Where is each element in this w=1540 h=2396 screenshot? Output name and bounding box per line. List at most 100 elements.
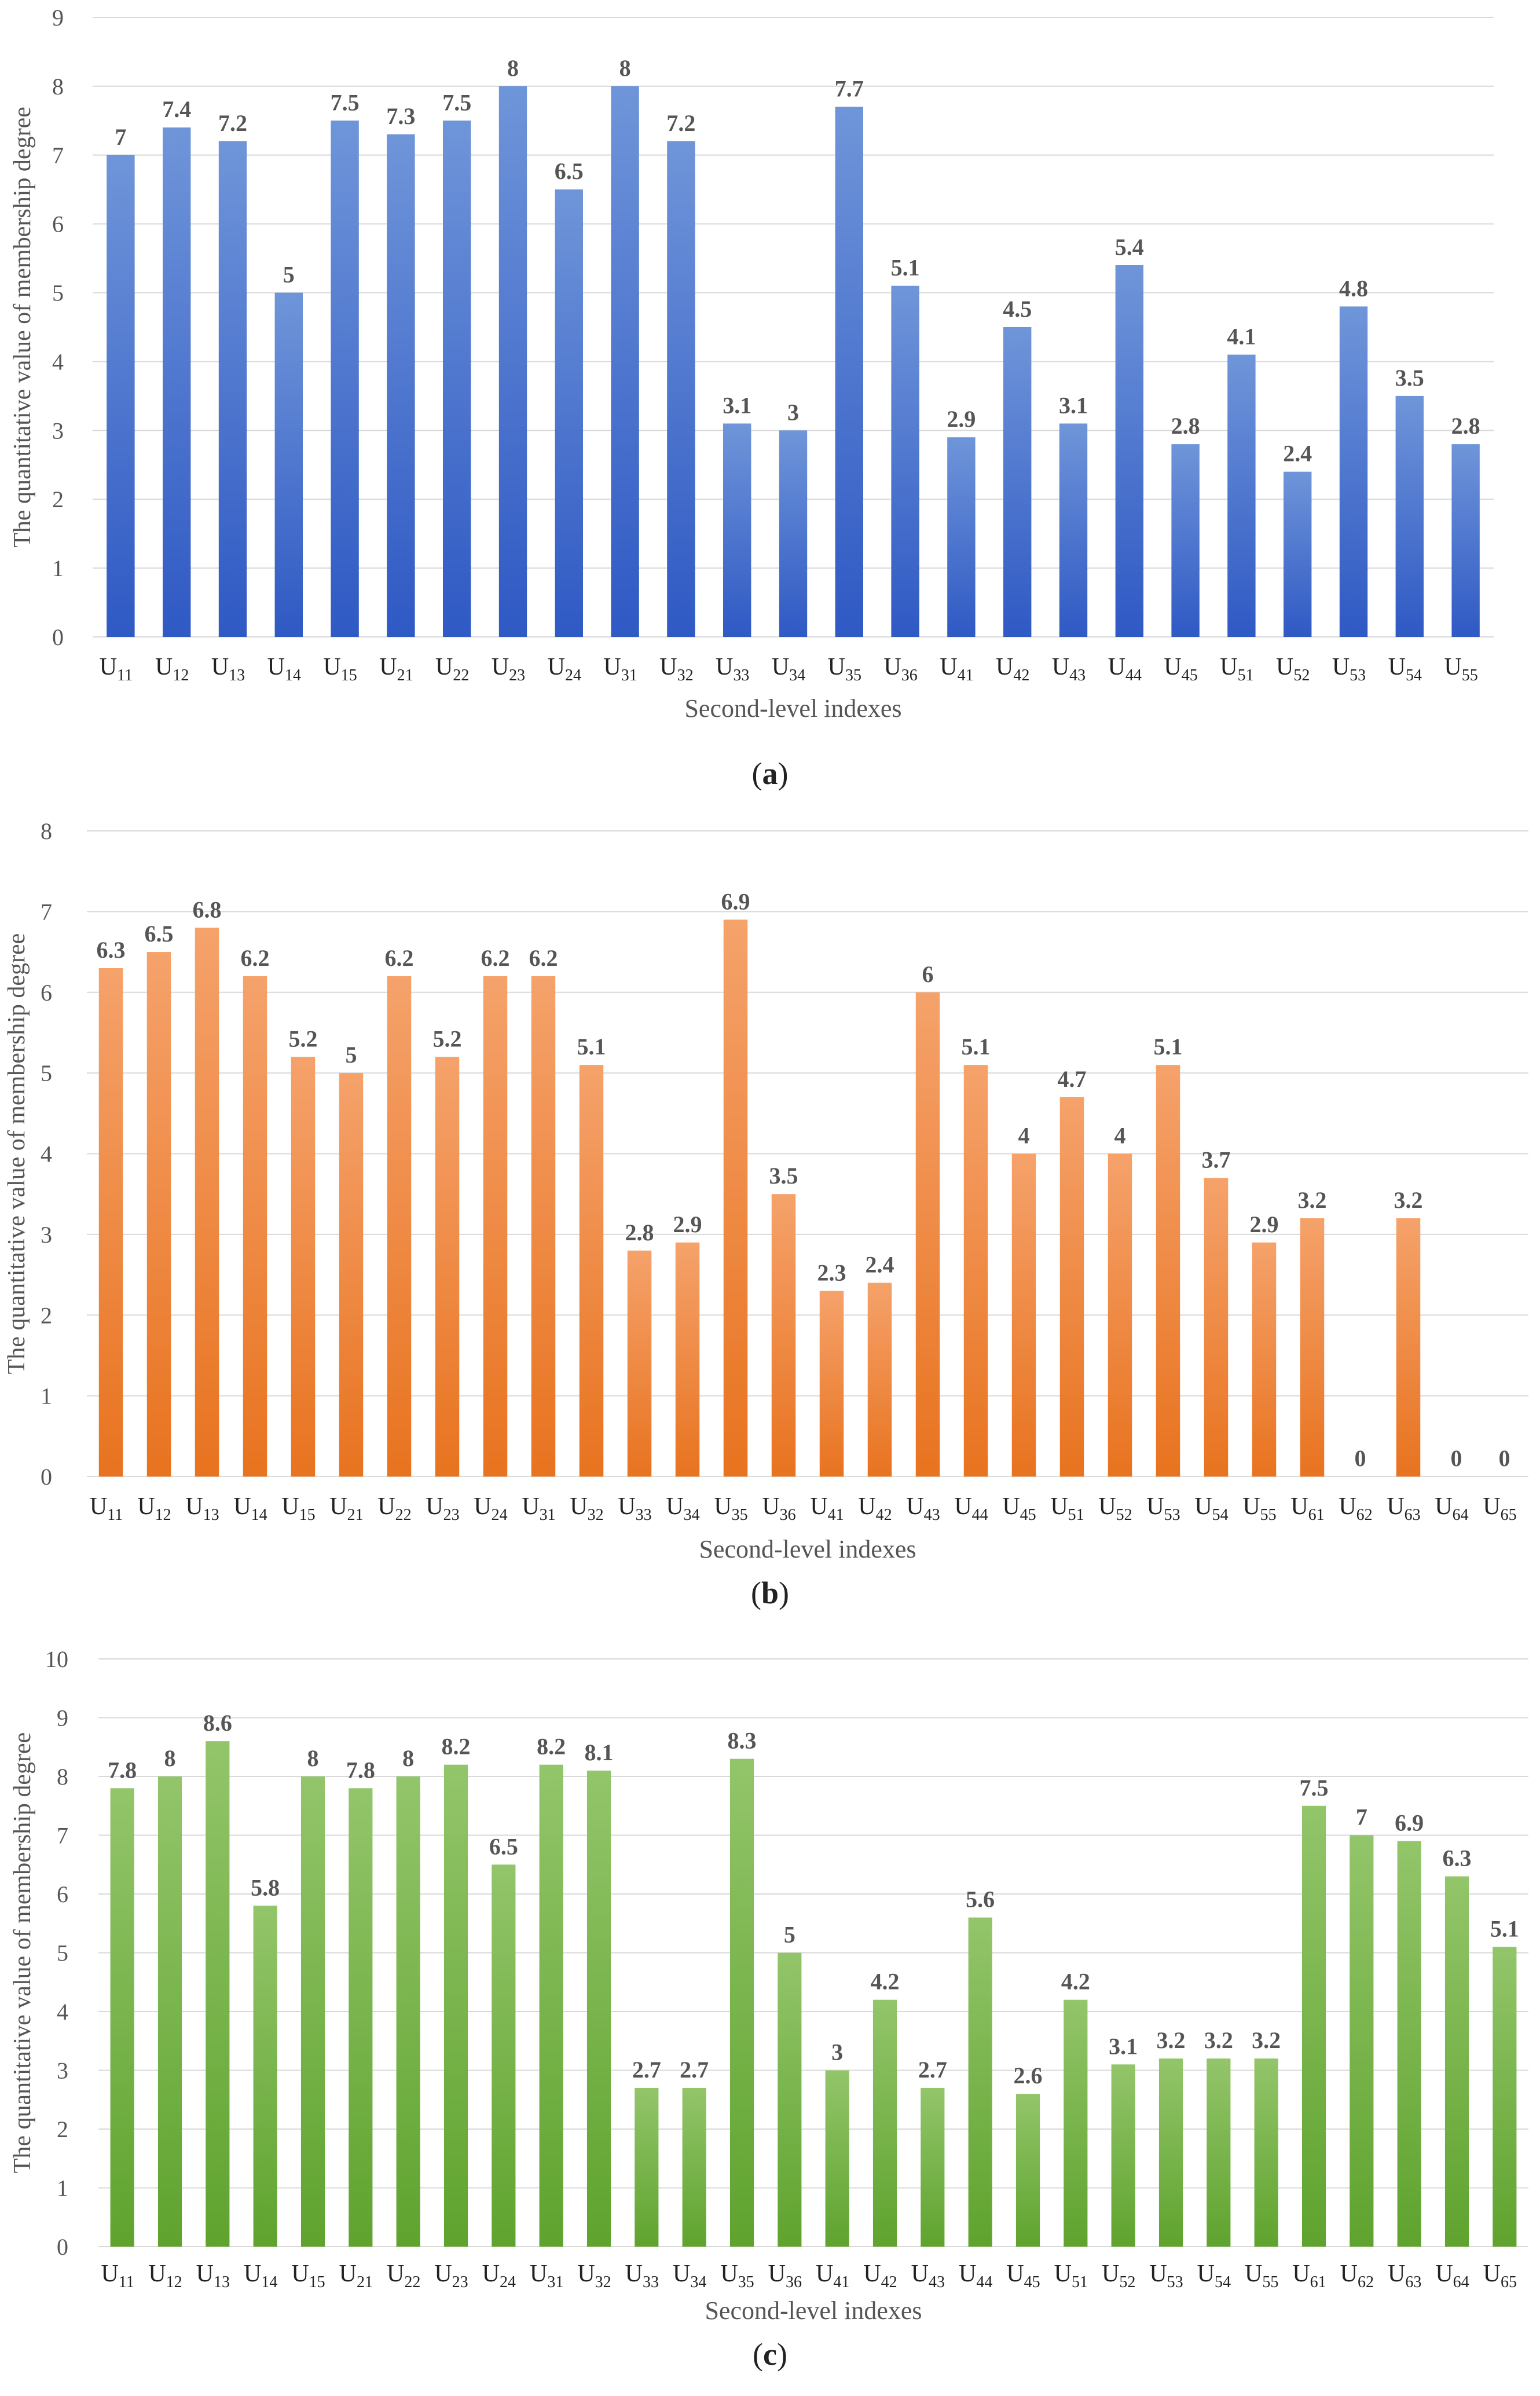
data-label: 5.1 — [891, 255, 920, 281]
category-label-base: U — [603, 654, 621, 680]
category-label-base: U — [1435, 2261, 1453, 2287]
bar — [243, 976, 267, 1477]
category-label-subscript: 13 — [229, 666, 245, 684]
category-label-subscript: 52 — [1119, 2273, 1135, 2291]
category-label-subscript: 33 — [733, 666, 749, 684]
category-label-subscript: 31 — [540, 1506, 556, 1524]
category-label-subscript: 55 — [1262, 2273, 1278, 2291]
category-label-base: U — [1149, 2261, 1167, 2287]
category-label: U32 — [659, 654, 693, 684]
bar — [867, 1283, 892, 1477]
category-label-subscript: 12 — [166, 2273, 182, 2291]
bar — [387, 976, 412, 1477]
bar — [1451, 444, 1480, 637]
category-label: U23 — [426, 1493, 459, 1524]
category-label-base: U — [1340, 2261, 1358, 2287]
category-label: U53 — [1146, 1493, 1180, 1524]
category-label-subscript: 44 — [1125, 666, 1142, 684]
chart-panel-c: 0 1 2 3 4 5 6 7 8 9 10 7.8 U11 8 U12 8.6 U13 5.8 U14 8 U15 7.… — [0, 1633, 1540, 2396]
data-label: 7.8 — [108, 1757, 137, 1783]
category-label-base: U — [720, 2261, 738, 2287]
bar — [825, 2070, 849, 2247]
category-label: U54 — [1194, 1493, 1228, 1524]
category-label: U53 — [1149, 2261, 1183, 2291]
category-label-base: U — [1387, 1493, 1404, 1520]
bar — [1444, 1876, 1469, 2247]
category-label-subscript: 41 — [958, 666, 974, 684]
category-label-subscript: 54 — [1215, 2273, 1231, 2291]
bar — [1350, 1835, 1374, 2247]
category-label-subscript: 63 — [1405, 1506, 1421, 1524]
category-label: U32 — [570, 1493, 603, 1524]
bar — [218, 141, 247, 637]
bar — [331, 120, 359, 638]
data-label: 4.1 — [1227, 324, 1256, 350]
category-label-base: U — [1194, 1493, 1212, 1520]
data-label: 5.1 — [1154, 1034, 1183, 1060]
category-label-base: U — [185, 1493, 203, 1520]
category-label: U42 — [996, 654, 1029, 684]
data-label: 6.3 — [97, 937, 126, 963]
category-label-subscript: 34 — [690, 2273, 706, 2291]
bar — [891, 285, 919, 638]
category-label-base: U — [1220, 654, 1237, 680]
category-label: U12 — [148, 2261, 182, 2291]
bar — [667, 141, 695, 637]
data-label: 6 — [922, 961, 934, 987]
category-label-base: U — [492, 654, 509, 680]
category-label-subscript: 35 — [738, 2273, 754, 2291]
category-label-base: U — [474, 1493, 491, 1520]
category-label-base: U — [716, 654, 733, 680]
category-label-subscript: 12 — [155, 1506, 171, 1524]
bar — [915, 992, 940, 1477]
category-label: U36 — [768, 2261, 802, 2291]
bar — [1207, 2058, 1231, 2247]
data-label: 3.1 — [723, 392, 751, 418]
data-label: 2.3 — [817, 1259, 846, 1285]
bar — [835, 107, 863, 638]
data-label: 3.7 — [1202, 1146, 1231, 1173]
bar — [443, 1764, 468, 2247]
category-label: U52 — [1102, 2261, 1135, 2291]
bar — [1396, 1218, 1421, 1477]
category-label-subscript: 43 — [929, 2273, 945, 2291]
data-label: 7.8 — [346, 1757, 375, 1783]
data-label: 4.8 — [1339, 275, 1368, 301]
bar — [872, 1999, 897, 2247]
category-label-subscript: 24 — [492, 1506, 508, 1524]
category-label: U43 — [906, 1493, 940, 1524]
category-label-subscript: 44 — [976, 2273, 992, 2291]
bar — [963, 1065, 988, 1477]
bar — [819, 1291, 844, 1477]
category-label-base: U — [1242, 1493, 1260, 1520]
bar — [586, 1770, 611, 2247]
category-label: U54 — [1388, 654, 1422, 684]
bar — [1284, 471, 1312, 637]
category-label-subscript: 23 — [443, 1506, 460, 1524]
data-label: 7.2 — [666, 110, 695, 136]
category-label-base: U — [339, 2261, 357, 2287]
panel-label-b-letter: b — [761, 1576, 779, 1610]
category-label: U51 — [1054, 2261, 1088, 2291]
bar — [675, 1242, 700, 1477]
y-tick-label: 8 — [57, 1764, 68, 1790]
panel-label-a: (a) — [751, 756, 789, 791]
category-label-base: U — [148, 2261, 166, 2287]
bar — [531, 976, 556, 1477]
y-tick-label: 7 — [52, 142, 64, 168]
data-label: 2.7 — [680, 2057, 709, 2083]
bar — [1300, 1218, 1325, 1477]
category-label-base: U — [1146, 1493, 1164, 1520]
category-label-base: U — [858, 1493, 875, 1520]
category-label-subscript: 42 — [1013, 666, 1029, 684]
bar — [555, 189, 583, 637]
category-label-subscript: 15 — [341, 666, 357, 684]
category-label: U11 — [100, 654, 133, 684]
category-label-subscript: 54 — [1212, 1506, 1229, 1524]
category-label-base: U — [522, 1493, 539, 1520]
category-label-base: U — [196, 2261, 214, 2287]
data-label: 4.2 — [871, 1969, 900, 1995]
category-label-subscript: 24 — [500, 2273, 516, 2291]
category-label-base: U — [1098, 1493, 1116, 1520]
category-label-base: U — [281, 1493, 299, 1520]
